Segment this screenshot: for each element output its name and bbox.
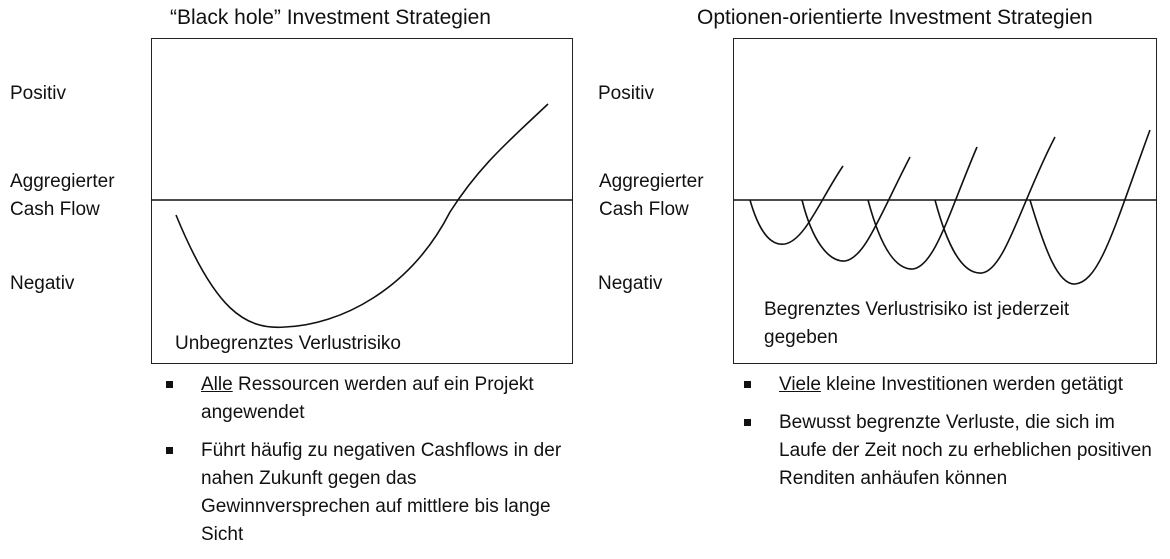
left-label-cashflow-line1: Aggregierter <box>10 171 115 192</box>
left-bullet-1: Alle Ressourcen werden auf ein Projekt a… <box>166 371 566 427</box>
left-bullet-1-text: Ressourcen werden auf ein Projekt angewe… <box>201 374 534 423</box>
right-inner-label: Begrenztes Verlustrisiko ist jederzeit g… <box>764 299 1070 348</box>
left-chart-frame <box>151 38 573 364</box>
bullet-square-icon <box>744 381 751 388</box>
right-label-cashflow-line2: Cash Flow <box>599 199 689 220</box>
right-option-curve-3 <box>867 146 978 270</box>
right-label-cashflow: Aggregierter Cash Flow <box>599 168 704 224</box>
left-bullet-list: Alle Ressourcen werden auf ein Projekt a… <box>166 371 566 559</box>
left-label-cashflow-line2: Cash Flow <box>10 199 100 220</box>
right-option-curve-4 <box>934 136 1056 274</box>
right-label-cashflow-line1: Aggregierter <box>599 171 704 192</box>
right-label-positive: Positiv <box>598 83 654 104</box>
right-chart-title: Optionen-orientierte Investment Strategi… <box>697 6 1093 29</box>
right-option-curve-2 <box>801 156 911 262</box>
bullet-square-icon <box>166 381 173 388</box>
right-chart-frame <box>733 38 1157 364</box>
left-label-cashflow: Aggregierter Cash Flow <box>10 168 115 224</box>
left-label-negative: Negativ <box>10 273 75 294</box>
left-label-positive: Positiv <box>10 83 66 104</box>
right-bullet-2: Bewusst begrenzte Verluste, die sich im … <box>744 409 1154 493</box>
left-chart-title: “Black hole” Investment Strategien <box>170 6 491 29</box>
bullet-square-icon <box>744 419 751 426</box>
right-bullet-1-emph: Viele <box>779 374 821 395</box>
left-bullet-2: Führt häufig zu negativen Cashflows in d… <box>166 437 566 549</box>
left-inner-label: Unbegrenztes Verlustrisiko <box>175 333 401 354</box>
right-option-curve-1 <box>749 165 844 245</box>
right-bullet-list: Viele kleine Investitionen werden getäti… <box>744 371 1154 503</box>
right-bullet-1-text: kleine Investitionen werden getätigt <box>820 374 1123 395</box>
right-bullet-2-text: Bewusst begrenzte Verluste, die sich im … <box>779 412 1152 489</box>
bullet-square-icon <box>166 447 173 454</box>
right-label-negative: Negativ <box>598 273 663 294</box>
left-bullet-1-emph: Alle <box>201 374 233 395</box>
left-bullet-2-text: Führt häufig zu negativen Cashflows in d… <box>201 440 562 545</box>
right-bullet-1: Viele kleine Investitionen werden getäti… <box>744 371 1154 399</box>
left-cashflow-curve <box>175 103 549 329</box>
right-option-curve-5 <box>1029 129 1151 285</box>
